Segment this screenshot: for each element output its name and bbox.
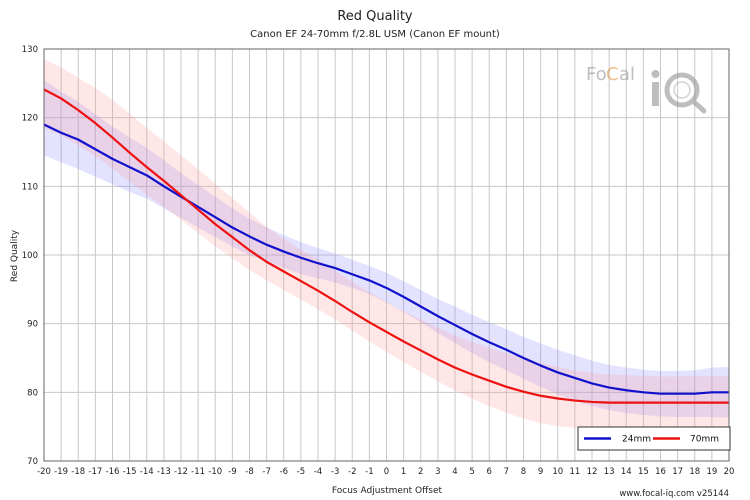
iq-magnifier-icon [651,70,707,114]
x-tick-label: -6 [280,467,288,477]
x-tick-label: -7 [262,467,270,477]
x-tick-label: 12 [587,467,598,477]
x-tick-label: -4 [314,467,322,477]
x-tick-label: 20 [724,467,735,477]
x-tick-label: 3 [435,467,440,477]
x-tick-label: -20 [37,467,51,477]
x-tick-label: -11 [191,467,205,477]
plot-area [43,48,730,462]
x-tick-label: 5 [469,467,474,477]
x-tick-label: -16 [106,467,120,477]
watermark-logo: Fo C al [586,64,707,114]
y-tick-label: 100 [22,251,38,261]
y-axis-ticks: 70 80 90 100 110 120 130 [22,45,38,467]
band-70mm [44,59,729,430]
x-tick-label: 4 [452,467,457,477]
logo-text-fo: Fo [586,64,607,85]
x-tick-label: 18 [689,467,700,477]
x-tick-label: 16 [655,467,666,477]
chart-title: Red Quality [337,9,413,24]
x-tick-label: 0 [384,467,389,477]
series-line-70mm [43,88,729,404]
x-tick-label: -8 [245,467,253,477]
x-tick-label: -3 [331,467,339,477]
x-tick-label: 17 [672,467,683,477]
chart-subtitle: Canon EF 24-70mm f/2.8L USM (Canon EF mo… [250,29,500,40]
x-tick-label: -12 [174,467,188,477]
x-tick-label: -2 [348,467,356,477]
x-tick-label: 19 [706,467,717,477]
x-tick-label: 8 [521,467,526,477]
y-tick-label: 70 [27,457,38,467]
x-axis-ticks: -20 -19 -18 -17 -16 -15 -14 -13 -12 -11 -10 -9 -8 -7-… [37,467,734,477]
y-tick-label: 130 [22,45,38,55]
x-tick-label: 7 [504,467,509,477]
y-tick-label: 110 [22,182,38,192]
footer-text: www.focal-iq.com v25144 [619,489,729,499]
legend: 24mm 70mm [577,426,731,451]
legend-label-70mm: 70mm [690,435,719,445]
legend-label-24mm: 24mm [622,435,651,445]
series-line-24mm [43,123,729,395]
x-tick-label: -5 [297,467,305,477]
x-tick-label: 9 [538,467,543,477]
logo-text-c: C [606,64,619,85]
x-tick-label: -15 [123,467,137,477]
x-tick-label: 2 [418,467,423,477]
x-tick-label: 11 [569,467,580,477]
x-tick-label: -10 [208,467,222,477]
y-tick-label: 120 [22,114,38,124]
series-lines [43,88,729,404]
x-tick-label: 10 [552,467,563,477]
x-tick-label: -18 [71,467,85,477]
y-tick-label: 80 [27,388,38,398]
x-tick-label: 1 [401,467,406,477]
logo-text-al: al [619,64,635,85]
x-tick-label: -14 [140,467,154,477]
x-tick-label: -19 [54,467,68,477]
x-tick-label: -13 [157,467,171,477]
x-axis-label: Focus Adjustment Offset [332,486,443,496]
confidence-bands [44,59,729,430]
x-tick-label: 6 [487,467,492,477]
x-tick-label: -9 [228,467,236,477]
x-tick-label: -17 [88,467,102,477]
x-tick-label: -1 [365,467,373,477]
x-tick-label: 15 [638,467,649,477]
y-axis-label: Red Quality [10,229,20,282]
x-tick-label: 14 [621,467,632,477]
band-24mm [44,79,729,418]
x-tick-label: 13 [604,467,615,477]
y-tick-label: 90 [27,320,38,330]
